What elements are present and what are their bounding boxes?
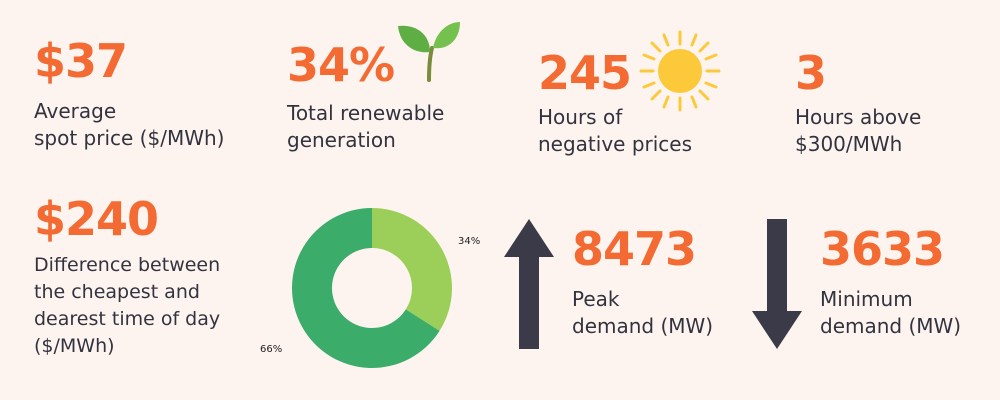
donut-label-other: 66% [260,344,283,355]
arrow-down-icon [752,219,802,349]
peak-demand-value: 8473 [572,222,697,276]
renewable-donut-chart [292,208,452,368]
price-difference-label-line2: the cheapest and [34,281,200,303]
donut-label-renewable: 34% [458,236,481,247]
peak-demand-label-line2: demand (MW) [572,314,714,338]
price-difference-label-line3: dearest time of day [34,308,221,330]
hours-above-label-line1: Hours above [795,105,922,129]
negative-hours-value: 245 [538,46,632,100]
hours-above-label-line2: $300/MWh [795,132,903,156]
hours-above-value: 3 [795,46,827,100]
renewable-label: Total renewable generation [287,100,444,154]
spot-price-value: $37 [34,34,128,88]
negative-hours-label-line2: negative prices [538,132,693,156]
renewable-label-line1: Total renewable [287,101,445,125]
minimum-demand-value: 3633 [820,222,945,276]
renewable-value: 34% [287,38,395,92]
hours-above-label: Hours above $300/MWh [795,104,921,158]
spot-price-label-line1: Average [34,99,117,123]
negative-hours-label-line1: Hours of [538,105,623,129]
spot-price-label-line2: spot price ($/MWh) [34,126,225,150]
sun-icon [639,30,721,112]
donut-slice-1 [292,208,440,368]
price-difference-label: Difference between the cheapest and dear… [34,252,220,360]
arrow-up-icon [504,219,554,349]
price-difference-label-line1: Difference between [34,254,221,276]
minimum-demand-label: Minimum demand (MW) [820,286,961,340]
spot-price-label: Average spot price ($/MWh) [34,98,224,152]
minimum-demand-label-line2: demand (MW) [820,314,962,338]
peak-demand-label: Peak demand (MW) [572,286,713,340]
renewable-label-line2: generation [287,128,396,152]
sprout-icon [398,22,460,82]
price-difference-label-line4: ($/MWh) [34,335,115,357]
minimum-demand-label-line1: Minimum [820,287,913,311]
peak-demand-label-line1: Peak [572,287,620,311]
negative-hours-label: Hours of negative prices [538,104,692,158]
price-difference-value: $240 [34,192,159,246]
donut-slice-0 [372,208,452,331]
